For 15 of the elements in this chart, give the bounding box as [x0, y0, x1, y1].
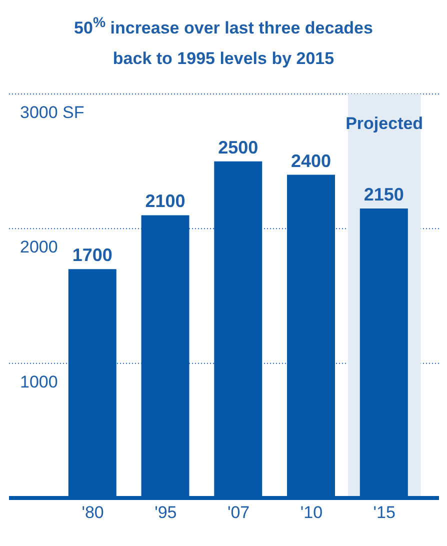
x-tick-label: '80 — [82, 502, 104, 522]
data-label: 2100 — [145, 190, 186, 211]
x-tick-label: '15 — [373, 502, 396, 522]
band-label: Projected — [346, 114, 424, 133]
x-tick-label: '07 — [228, 502, 250, 522]
y-tick-label: 3000 SF — [20, 102, 84, 122]
data-label: 1700 — [72, 244, 112, 265]
x-tick-label: '95 — [154, 502, 177, 522]
y-tick-label: 1000 — [20, 372, 58, 391]
chart-title: 50$^{%}$ increase over last three decades back to 1995 levels by 2015 — [73, 14, 374, 70]
y-tick-label: 2000 — [20, 237, 58, 256]
x-tick-label: '10 — [300, 502, 323, 522]
data-label: 2150 — [364, 184, 404, 204]
data-label: 2400 — [290, 150, 332, 170]
data-label: 2500 — [218, 136, 258, 157]
